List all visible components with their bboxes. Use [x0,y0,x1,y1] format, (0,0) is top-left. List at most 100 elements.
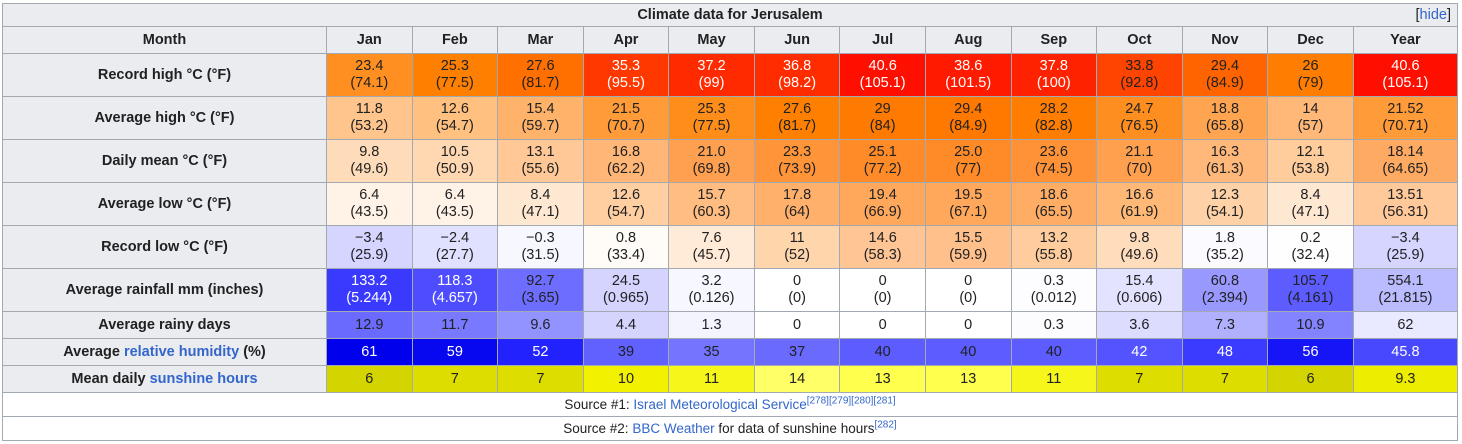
cell-value: 7.3 [1214,316,1235,333]
cell-secondary-value: (0) [788,290,806,306]
data-cell: 48 [1181,338,1269,366]
cell-secondary-value: (79) [1297,75,1324,91]
cell-secondary-value: (66.9) [863,204,902,220]
source-link[interactable]: BBC Weather [632,421,715,436]
data-cell: 23.6 (74.5) [1010,139,1098,183]
cell-secondary-value: (31.5) [521,247,560,263]
cell-secondary-value: (92.8) [1120,75,1159,91]
cell-value: −2.4 [440,230,470,246]
cell-secondary-value: (52) [784,247,810,263]
data-cell: 118.3 (4.657) [411,268,499,312]
row-label: Average high °C (°F) [2,96,327,140]
cell-value: 3.6 [1129,316,1150,333]
cell-secondary-value: (100) [1036,75,1071,91]
cell-secondary-value: (43.5) [350,204,389,220]
cell-value: 48 [1216,343,1233,360]
data-cell: 7 [411,365,499,393]
cell-value: 0 [964,273,973,289]
data-cell: 14 (57) [1267,96,1354,140]
cell-secondary-value: (59.9) [949,247,988,263]
cell-value: 11.8 [355,101,383,117]
data-cell: 52 [497,338,584,366]
cell-secondary-value: (53.8) [1291,161,1330,177]
cell-secondary-value: (49.6) [350,161,389,177]
cell-secondary-value: (0) [959,290,978,306]
cell-value: 0 [793,273,802,289]
data-cell: 105.7 (4.161) [1267,268,1354,312]
source-cell: Source #2: BBC Weather for data of sunsh… [2,416,1458,441]
row-label: Average low °C (°F) [2,182,327,226]
cell-value: 10 [617,370,635,387]
data-cell: 11 (52) [753,225,841,269]
cell-secondary-value: (84) [869,118,896,134]
cell-value: 61 [361,343,378,360]
data-cell: 10 [582,365,670,393]
cell-secondary-value: (0.965) [602,290,649,306]
hide-toggle[interactable]: [hide] [1415,7,1451,23]
data-cell: 16.6 (61.9) [1096,182,1183,226]
data-cell: 0 (0) [924,268,1012,312]
cell-secondary-value: (77) [955,161,982,177]
cell-secondary-value: (27.7) [435,247,474,263]
cell-value: 554.1 [1387,273,1424,289]
data-cell: 6.4 (43.5) [326,182,413,226]
cell-value: 19.5 [954,187,983,203]
data-cell: 25.3 (77.5) [411,53,499,97]
data-cell: −3.4 (25.9) [1352,225,1459,269]
source-references[interactable]: [278][279][280][281] [806,395,896,407]
cell-secondary-value: (0) [873,290,892,306]
data-cell: 19.5 (67.1) [924,182,1012,226]
data-cell: 29 (84) [839,96,926,140]
data-cell: 0 (0) [839,268,926,312]
data-cell: 4.4 [582,311,670,339]
cell-value: 40 [874,343,891,360]
cell-value: 27.6 [526,58,555,74]
row-label: Daily mean °C (°F) [2,139,327,183]
cell-value: 7.6 [701,230,722,246]
cell-secondary-value: (25.9) [1386,247,1425,263]
cell-value: 13 [874,370,891,387]
data-cell: 0.2 (32.4) [1267,225,1354,269]
cell-secondary-value: (55.6) [521,161,560,177]
source-references[interactable]: [282] [874,419,897,431]
cell-value: 19.4 [868,187,897,203]
cell-value: 10.5 [440,144,469,160]
cell-value: 16.3 [1210,144,1240,160]
data-cell: 7.3 [1181,311,1269,339]
cell-value: 21.0 [697,144,726,160]
data-cell: 0 [924,311,1012,339]
cell-value: 16.8 [611,144,641,160]
cell-secondary-value: (81.7) [778,118,817,134]
data-cell: 6 [326,365,413,393]
cell-value: 56 [1302,343,1319,360]
cell-value: 118.3 [437,273,473,289]
source-link[interactable]: Israel Meteorological Service [633,397,807,412]
cell-value: 37.2 [697,58,726,74]
row-label-link[interactable]: relative humidity [123,343,240,360]
cell-value: 15.7 [697,187,726,203]
data-cell: 10.9 [1267,311,1354,339]
cell-value: 24.7 [1125,101,1154,117]
data-cell: 1.3 [668,311,755,339]
data-cell: 13.2 (55.8) [1010,225,1098,269]
month-header-jun: Jun [753,26,841,54]
data-cell: 40.6 (105.1) [839,53,926,97]
data-cell: 7 [1096,365,1183,393]
cell-value: 18.14 [1387,144,1424,160]
cell-value: 27.6 [782,101,812,117]
cell-secondary-value: (47.1) [521,204,560,220]
climate-table: Climate data for Jerusalem [hide] Month … [2,3,1459,441]
data-cell: 39 [582,338,670,366]
cell-secondary-value: (49.6) [1120,247,1159,263]
month-header-may: May [668,26,755,54]
cell-value: 9.8 [1129,230,1150,246]
data-cell: 9.3 [1352,365,1459,393]
cell-value: 7 [1220,370,1229,387]
cell-secondary-value: (70.71) [1382,118,1429,134]
cell-secondary-value: (61.3) [1205,161,1244,177]
cell-value: −3.4 [1391,230,1420,246]
hide-link[interactable]: hide [1419,7,1447,23]
row-label-link[interactable]: sunshine hours [149,370,258,387]
cell-secondary-value: (84.9) [949,118,988,134]
table-sources: Source #1: Israel Meteorological Service… [2,392,1458,441]
